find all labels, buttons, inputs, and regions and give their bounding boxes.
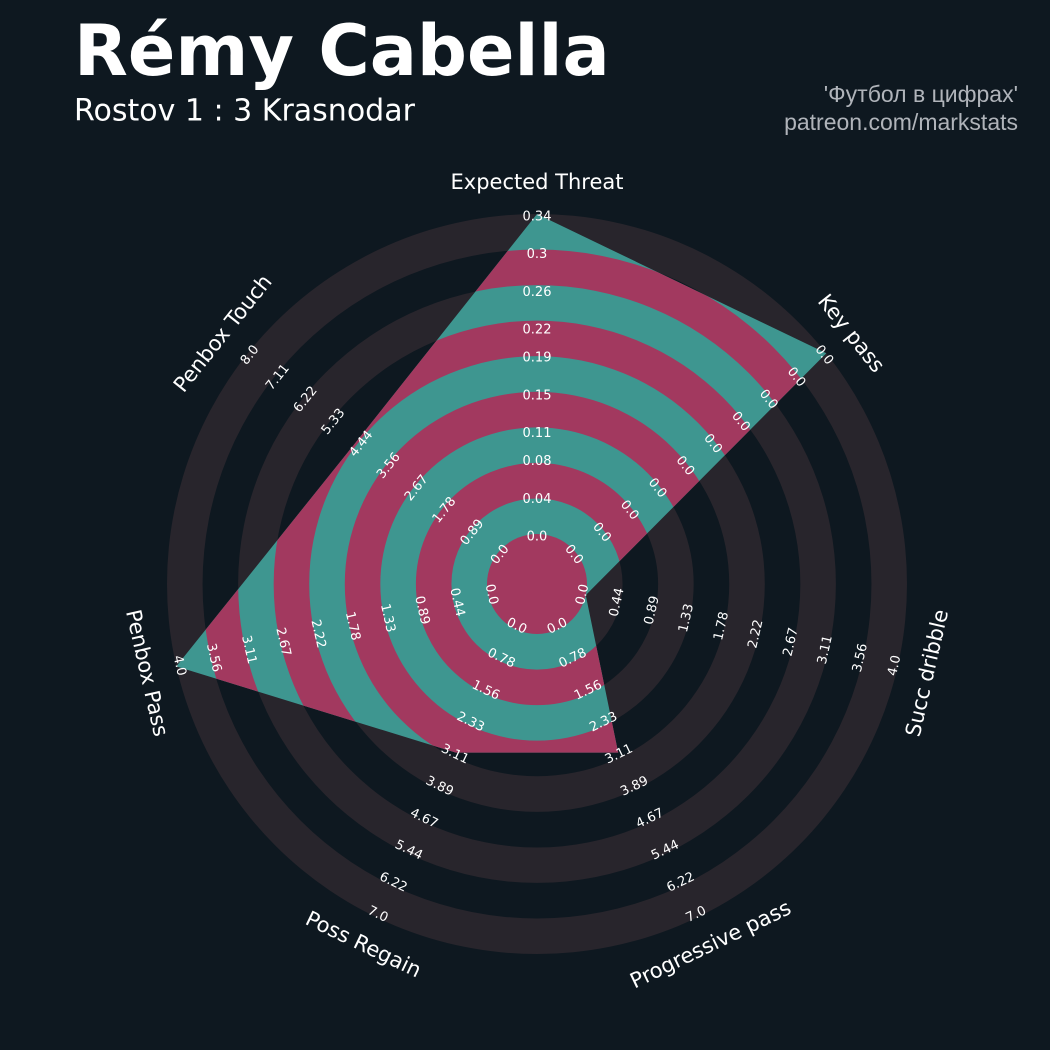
tick-label: 2.22	[307, 618, 328, 650]
tick-label: 0.22	[523, 322, 552, 337]
tick-label: 3.56	[203, 642, 224, 674]
tick-label: 0.08	[523, 454, 552, 469]
tick-label: 3.56	[850, 642, 871, 674]
tick-label: 2.67	[272, 626, 293, 658]
credit: patreon.com/markstats	[784, 109, 1018, 135]
tick-label: 0.11	[523, 426, 552, 441]
tick-label: 0.0	[482, 583, 501, 607]
tick-label: 0.44	[607, 587, 628, 619]
tick-label: 0.89	[642, 595, 663, 627]
tick-label: 2.22	[745, 618, 766, 650]
credit: 'Футбол в цифрах'	[824, 81, 1018, 107]
tick-label: 1.78	[711, 610, 732, 642]
tick-label: 3.11	[238, 634, 259, 666]
tick-label: 0.26	[523, 285, 552, 300]
tick-label: 0.0	[573, 583, 592, 607]
center-circle	[487, 534, 587, 634]
tick-label: 2.67	[781, 626, 802, 658]
chart-subtitle: Rostov 1 : 3 Krasnodar	[74, 94, 416, 129]
tick-label: 0.34	[523, 210, 552, 225]
chart-title: Rémy Cabella	[74, 10, 610, 92]
tick-label: 1.33	[676, 602, 697, 634]
param-label: Expected Threat	[451, 170, 624, 194]
tick-label: 1.33	[377, 602, 398, 634]
tick-label: 0.0	[527, 530, 548, 545]
tick-label: 4.0	[885, 654, 904, 678]
tick-label: 0.19	[523, 351, 552, 366]
tick-label: 0.3	[527, 247, 548, 262]
tick-label: 0.89	[411, 595, 432, 627]
tick-label: 4.0	[170, 654, 189, 678]
tick-label: 3.11	[815, 634, 836, 666]
tick-label: 0.15	[523, 388, 552, 403]
tick-label: 0.04	[523, 492, 552, 507]
tick-label: 0.44	[446, 587, 467, 619]
tick-label: 1.78	[342, 610, 363, 642]
